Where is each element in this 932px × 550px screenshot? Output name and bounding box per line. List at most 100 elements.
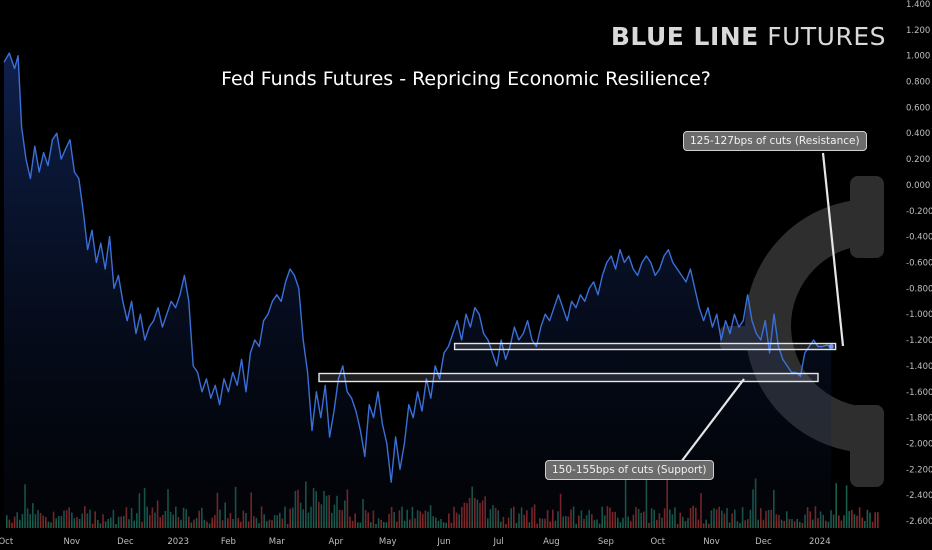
resistance-zone-pointer: [821, 152, 845, 347]
volume-bar: [102, 514, 104, 528]
volume-bar: [656, 519, 658, 528]
y-tick-label: -1.400: [906, 362, 932, 372]
y-tick-label: 1.000: [906, 52, 930, 62]
volume-bar: [177, 517, 180, 528]
volume-bar: [788, 519, 791, 528]
volume-bar: [783, 521, 785, 528]
volume-bar: [791, 519, 793, 528]
volume-bar: [747, 519, 749, 528]
x-tick-label: Apr: [328, 537, 343, 547]
y-tick-label: -1.200: [906, 336, 932, 346]
volume-bar: [247, 521, 250, 528]
y-tick-label: 0.600: [906, 103, 930, 113]
volume-bar: [838, 515, 840, 528]
volume-bar: [544, 518, 546, 528]
volume-bar: [523, 514, 525, 528]
volume-bar: [593, 519, 596, 528]
volume-bar: [190, 522, 193, 528]
volume-bar: [536, 523, 538, 528]
volume-bar: [351, 520, 354, 528]
volume-bar: [253, 516, 255, 528]
volume-bar: [383, 521, 385, 528]
volume-bar: [104, 521, 107, 528]
y-tick-label: -2.000: [906, 439, 932, 449]
volume-bar: [273, 515, 276, 528]
volume-bar: [627, 516, 629, 528]
volume-bar: [78, 518, 81, 528]
chart-title: Fed Funds Futures - Repricing Economic R…: [221, 68, 711, 90]
volume-bar: [822, 514, 824, 528]
volume-bar: [684, 521, 687, 528]
volume-bar: [195, 518, 198, 528]
y-tick-label: -2.400: [906, 491, 932, 501]
volume-bar: [120, 516, 122, 528]
volume-bar: [442, 522, 445, 528]
volume-bar: [211, 517, 213, 528]
watermark-bar-bottom: [850, 405, 884, 487]
series-area-fill: [4, 53, 832, 521]
volume-bar: [708, 523, 710, 528]
volume-bar: [221, 520, 224, 528]
brand-name-part1: BLUE LINE: [610, 22, 759, 51]
volume-bar: [396, 521, 398, 528]
volume-bar: [832, 514, 835, 528]
volume-bar: [263, 514, 265, 528]
volume-bar: [796, 518, 798, 528]
volume-bar: [99, 523, 102, 528]
support-zone-pointer: [677, 378, 745, 467]
x-tick-label: Jul: [492, 537, 503, 547]
x-tick-label: Sep: [598, 537, 614, 547]
volume-bar: [180, 519, 182, 528]
x-tick-label: 2023: [167, 537, 189, 547]
volume-bar: [380, 519, 382, 528]
volume-bar: [780, 519, 783, 528]
x-tick-label: 2024: [809, 537, 831, 547]
volume-bar: [377, 518, 380, 528]
last-value-dot: [828, 344, 834, 349]
volume-bar: [848, 511, 850, 528]
volume-bar: [276, 515, 278, 528]
volume-bar: [73, 518, 76, 528]
volume-bar: [744, 520, 746, 528]
volume-bar: [266, 521, 268, 528]
volume-bar: [240, 521, 242, 528]
volume-bar: [13, 516, 16, 528]
y-tick-label: -1.800: [906, 414, 932, 424]
volume-bar: [702, 523, 705, 528]
volume-bar: [258, 523, 260, 528]
volume-bar: [583, 518, 585, 528]
volume-bar: [739, 522, 741, 528]
volume-bar: [861, 517, 863, 528]
watermark-bar-top: [850, 176, 884, 258]
y-tick-label: -1.600: [906, 388, 932, 398]
y-tick-label: 0.400: [906, 129, 930, 139]
volume-bar: [871, 521, 874, 528]
volume-bar: [206, 521, 208, 528]
y-tick-label: -0.200: [906, 207, 932, 217]
volume-bar: [565, 516, 567, 528]
volume-bar: [728, 522, 731, 528]
y-tick-label: 0.200: [906, 155, 930, 165]
volume-bar: [505, 523, 507, 528]
volume-bar: [162, 515, 164, 528]
volume-bar: [622, 517, 624, 528]
volume-bar: [757, 519, 759, 528]
y-tick-label: 0.000: [906, 181, 930, 191]
volume-bar: [687, 517, 689, 528]
volume-bar: [578, 515, 580, 528]
volume-bar: [575, 523, 577, 528]
volume-bar: [705, 519, 707, 528]
volume-bar: [858, 507, 861, 528]
volume-bar: [271, 520, 273, 528]
volume-bar: [549, 521, 551, 528]
volume-bar: [866, 509, 869, 528]
volume-bar: [801, 522, 804, 528]
volume-bar: [91, 523, 94, 528]
volume-bar: [375, 523, 377, 528]
volume-bar: [502, 516, 505, 528]
volume-bar: [671, 514, 674, 528]
volume-bar: [227, 518, 229, 528]
volume-bar: [97, 519, 99, 528]
volume-bar: [432, 516, 434, 528]
